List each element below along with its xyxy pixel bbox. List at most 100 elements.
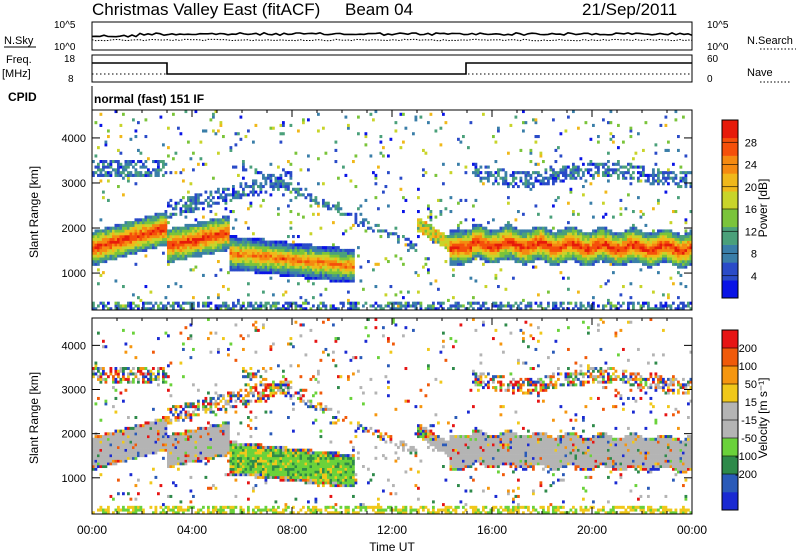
power-cell	[192, 248, 195, 252]
power-cell	[324, 257, 328, 261]
vel-cell	[117, 432, 120, 436]
power-cell	[109, 246, 113, 250]
power-cell	[244, 182, 248, 186]
power-cell	[267, 246, 270, 250]
vel-cell	[169, 440, 173, 444]
y-tick-label: 2000	[62, 223, 86, 235]
power-cell	[462, 229, 465, 233]
power-cell	[104, 251, 108, 255]
power-cell	[132, 237, 135, 241]
vel-cell	[99, 443, 103, 447]
vel-cell	[139, 372, 143, 376]
power-cell	[577, 235, 580, 239]
vel-cell	[149, 445, 153, 449]
power-cell	[607, 165, 610, 169]
power-cell	[169, 251, 173, 255]
power-cell	[144, 135, 148, 139]
power-cell	[287, 182, 290, 186]
vel-cell	[139, 454, 143, 458]
power-cell	[169, 254, 173, 258]
power-cell	[602, 307, 605, 311]
power-cell	[122, 232, 125, 236]
power-cell	[312, 304, 315, 308]
power-cell	[97, 146, 100, 150]
power-cell	[542, 240, 545, 244]
power-cell	[192, 223, 195, 227]
vel-cell	[162, 424, 165, 428]
power-cell	[129, 243, 133, 247]
power-cell	[482, 246, 485, 250]
vel-cell	[132, 451, 135, 455]
power-cell	[249, 254, 253, 258]
power-cell	[429, 223, 433, 227]
power-cell	[234, 260, 238, 264]
power-cell	[204, 251, 208, 255]
power-cell	[92, 237, 95, 241]
power-cell	[154, 168, 158, 172]
power-cell	[544, 307, 548, 311]
power-cell	[629, 246, 633, 250]
power-cell	[564, 129, 568, 133]
beam-title: Beam 04	[345, 0, 413, 19]
power-cell	[199, 193, 203, 197]
power-cell	[224, 235, 228, 239]
power-cell	[599, 254, 603, 258]
power-cell	[277, 212, 280, 216]
power-cell	[557, 262, 560, 266]
power-cell	[552, 254, 555, 258]
power-cell	[687, 235, 690, 239]
power-cell	[359, 212, 363, 216]
power-cell	[229, 235, 233, 239]
power-cell	[329, 304, 333, 308]
power-cell	[454, 301, 458, 305]
power-cell	[342, 260, 345, 264]
vel-cell	[152, 372, 155, 376]
vel-cell	[142, 380, 145, 384]
vel-cell	[152, 448, 155, 452]
power-cell	[457, 240, 460, 244]
power-cell	[344, 271, 348, 275]
power-cell	[172, 248, 175, 252]
power-cell	[632, 210, 635, 214]
power-cell	[452, 243, 455, 247]
power-cell	[262, 237, 265, 241]
power-cell	[157, 168, 160, 172]
power-cell	[202, 240, 205, 244]
power-cell	[207, 240, 210, 244]
vel-cell	[152, 407, 155, 411]
vel-cell	[117, 505, 120, 509]
power-cell	[519, 171, 523, 175]
power-cell	[199, 243, 203, 247]
power-cell	[107, 173, 110, 177]
vel-cell	[164, 372, 168, 376]
vel-cell	[112, 405, 115, 409]
power-cell	[187, 229, 190, 233]
power-cell	[122, 112, 125, 116]
power-cell	[264, 268, 268, 272]
power-cell	[209, 243, 213, 247]
power-cell	[207, 229, 210, 233]
power-cell	[449, 254, 453, 258]
power-cell	[117, 173, 120, 177]
power-cell	[302, 248, 305, 252]
vel-cell	[169, 459, 173, 463]
power-cell	[217, 307, 220, 311]
power-cell	[509, 304, 513, 308]
power-cell	[277, 257, 280, 261]
power-cell	[307, 279, 310, 283]
power-cell	[577, 248, 580, 252]
power-cell	[112, 229, 115, 233]
power-cell	[622, 254, 625, 258]
vel-cell	[92, 372, 95, 376]
vel-cell	[179, 448, 183, 452]
power-cell	[312, 268, 315, 272]
power-cell	[682, 176, 685, 180]
power-cell	[459, 304, 463, 308]
power-cell	[114, 254, 118, 258]
vel-cell	[114, 454, 118, 458]
power-cell	[609, 237, 613, 241]
power-cell	[307, 168, 310, 172]
vel-cell	[102, 465, 105, 469]
power-cell	[489, 257, 493, 261]
power-cell	[579, 307, 583, 311]
